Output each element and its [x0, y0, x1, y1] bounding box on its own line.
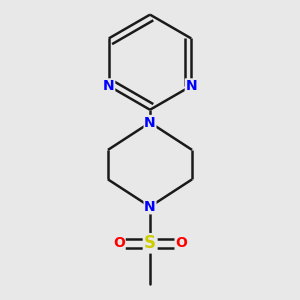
- Text: N: N: [185, 79, 197, 93]
- Text: N: N: [144, 200, 156, 214]
- Text: N: N: [144, 116, 156, 130]
- Text: S: S: [144, 234, 156, 252]
- Text: O: O: [175, 236, 187, 250]
- Text: N: N: [103, 79, 115, 93]
- Text: O: O: [113, 236, 125, 250]
